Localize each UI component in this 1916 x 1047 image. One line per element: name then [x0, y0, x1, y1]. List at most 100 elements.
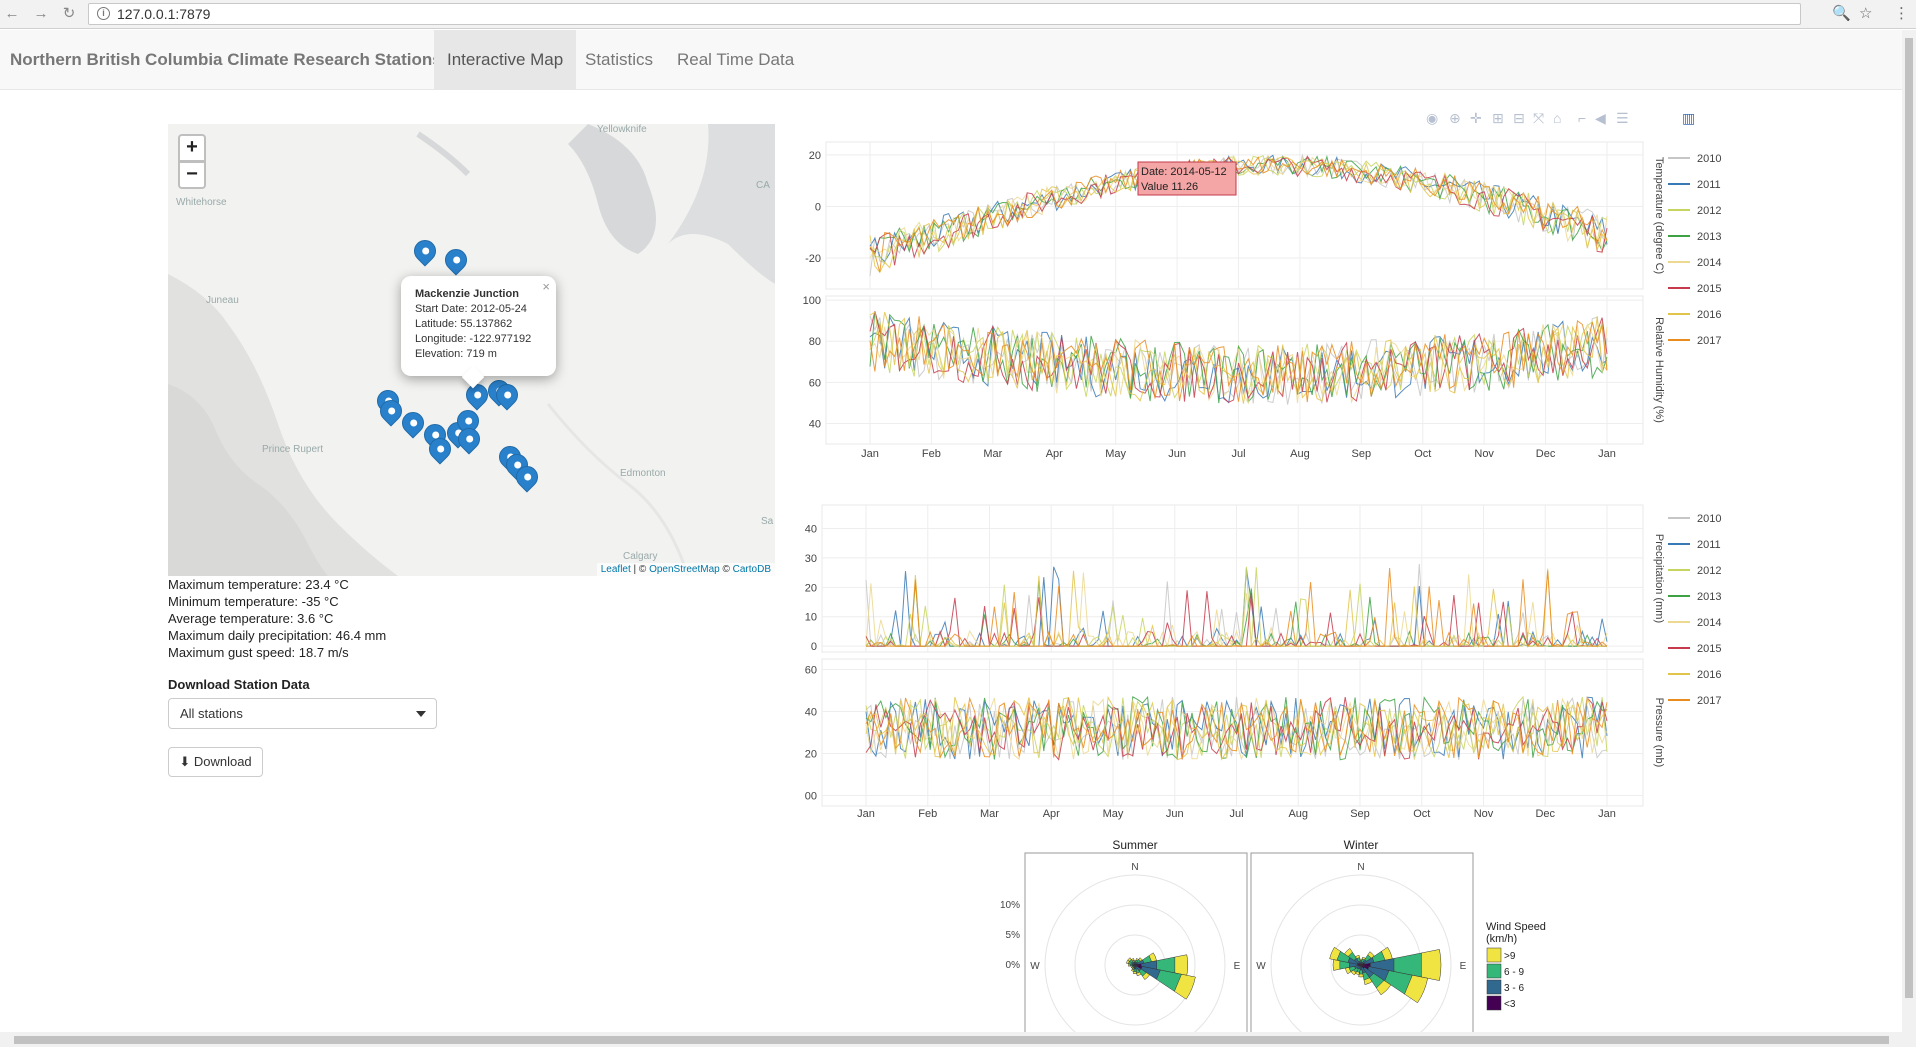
- forward-icon[interactable]: →: [33, 5, 49, 22]
- leaflet-link[interactable]: Leaflet: [600, 564, 631, 575]
- rose-wedge: [1353, 957, 1360, 964]
- zoom-in-button[interactable]: +: [178, 134, 206, 162]
- zoom-out-icon[interactable]: ⊟: [1513, 110, 1525, 126]
- series-line: [865, 695, 1608, 761]
- plotly-logo-icon[interactable]: ▥: [1682, 110, 1696, 126]
- series-line: [869, 154, 1608, 263]
- star-icon[interactable]: ☆: [1859, 5, 1873, 22]
- direction-label: E: [1460, 961, 1467, 972]
- osm-link[interactable]: OpenStreetMap: [649, 564, 720, 575]
- map-basemap: [168, 124, 775, 576]
- rose-wedge: [1174, 973, 1196, 1000]
- zoom-icon[interactable]: 🔍: [1832, 5, 1851, 22]
- hover-compare-icon[interactable]: ☰: [1616, 110, 1629, 126]
- rose-wedge: [1134, 962, 1136, 965]
- series-line: [869, 315, 1608, 405]
- home-icon[interactable]: ⌂: [1553, 110, 1562, 126]
- tab-real-time-data[interactable]: Real Time Data: [677, 50, 795, 69]
- rose-wedge: [1134, 965, 1138, 970]
- spike-lines-icon[interactable]: ⌐: [1578, 110, 1587, 126]
- rose-wedge: [1347, 951, 1357, 961]
- rose-wedge: [1138, 957, 1143, 962]
- y-tick-label: -20: [805, 253, 821, 265]
- series-line: [865, 563, 1607, 648]
- info-icon[interactable]: i: [97, 7, 110, 20]
- tab-interactive-map[interactable]: Interactive Map: [434, 30, 577, 90]
- rose-wedge: [1128, 963, 1131, 967]
- back-icon[interactable]: ←: [4, 5, 20, 22]
- rose-wedge: [1376, 980, 1392, 996]
- rose-wedge: [1131, 965, 1135, 969]
- rose-wedge: [1130, 965, 1133, 968]
- series-line: [869, 153, 1608, 277]
- cartodb-link[interactable]: CartoDB: [732, 564, 771, 575]
- rose-wedge: [1136, 959, 1145, 965]
- legend-swatch: [1486, 979, 1502, 995]
- y-tick-label: 40: [809, 418, 821, 430]
- x-tick-label: Jan: [857, 808, 875, 820]
- tooltip-date: Date: 2014-05-12: [1141, 166, 1227, 178]
- x-tick-label: Jul: [1231, 448, 1245, 460]
- rose-wedge: [1345, 967, 1352, 975]
- close-icon[interactable]: ×: [542, 279, 550, 294]
- camera-icon[interactable]: ◉: [1426, 110, 1439, 126]
- legend-label: 2012: [1697, 565, 1721, 577]
- horizontal-scrollbar[interactable]: [0, 1032, 1916, 1047]
- rose-wedge: [1359, 966, 1363, 971]
- rose-wedge: [1360, 962, 1366, 966]
- vertical-scrollbar[interactable]: [1902, 30, 1916, 1032]
- menu-icon[interactable]: ⋮: [1894, 5, 1909, 22]
- map-attribution: Leaflet | © OpenStreetMap © CartoDB: [596, 563, 775, 576]
- rose-wedge: [1134, 961, 1136, 964]
- city-label: Juneau: [206, 295, 239, 306]
- reload-icon[interactable]: ↻: [62, 5, 76, 22]
- tab-statistics[interactable]: Statistics: [585, 50, 654, 69]
- direction-label: N: [1131, 862, 1138, 873]
- direction-label: E: [1234, 961, 1241, 972]
- zoom-in-icon[interactable]: ⊞: [1492, 110, 1504, 126]
- scrollbar-thumb[interactable]: [1905, 38, 1913, 998]
- rose-wedge: [1131, 966, 1135, 971]
- x-tick-label: Jan: [1598, 448, 1616, 460]
- rose-wedge: [1133, 965, 1137, 969]
- series-line: [865, 696, 1608, 760]
- y-tick-label: 20: [805, 749, 817, 761]
- rose-wedge: [1135, 968, 1141, 974]
- radial-grid: [1300, 904, 1422, 1026]
- address-bar[interactable]: i 127.0.0.1:7879: [88, 3, 1801, 25]
- x-tick-label: Jan: [1598, 808, 1616, 820]
- direction-label: W: [1256, 961, 1266, 972]
- zoom-icon[interactable]: ⊕: [1449, 110, 1461, 126]
- zoom-out-button[interactable]: −: [178, 161, 206, 189]
- legend-title: Wind Speed: [1486, 921, 1546, 933]
- rose-wedge: [1131, 961, 1135, 965]
- legend-swatch: [1486, 995, 1502, 1011]
- download-heading: Download Station Data: [168, 677, 310, 692]
- legend-label: 2013: [1697, 231, 1721, 243]
- rose-wedge: [1356, 962, 1362, 966]
- brand-title[interactable]: Northern British Columbia Climate Resear…: [10, 50, 442, 69]
- popup-latitude: Latitude: 55.137862: [415, 318, 513, 330]
- x-tick-label: Oct: [1414, 448, 1431, 460]
- url-text: 127.0.0.1:7879: [117, 6, 211, 22]
- rose-wedge: [1128, 960, 1133, 965]
- plot-panel: [821, 658, 1644, 807]
- city-label: Edmonton: [620, 468, 666, 479]
- city-label: Yellowknife: [597, 124, 647, 135]
- download-button[interactable]: ⬇ Download: [168, 747, 263, 777]
- legend-label: 2016: [1697, 669, 1721, 681]
- scrollbar-thumb[interactable]: [14, 1036, 1889, 1044]
- series-line: [869, 314, 1608, 404]
- radial-grid: [1330, 934, 1392, 996]
- pan-icon[interactable]: ✛: [1470, 110, 1482, 126]
- station-statistics: Maximum temperature: 23.4 °C Minimum tem…: [168, 576, 386, 661]
- hover-closest-icon[interactable]: ◀: [1595, 110, 1606, 126]
- station-map[interactable]: + − Yellowknife Whitehorse Juneau Prince…: [168, 124, 775, 576]
- series-line: [866, 566, 1608, 648]
- station-select[interactable]: All stations: [168, 698, 437, 729]
- x-tick-label: Oct: [1413, 808, 1430, 820]
- rose-wedge: [1130, 958, 1135, 962]
- autoscale-icon[interactable]: ⤧: [1533, 110, 1545, 126]
- x-tick-label: Aug: [1290, 448, 1310, 460]
- rose-wedge: [1357, 964, 1362, 966]
